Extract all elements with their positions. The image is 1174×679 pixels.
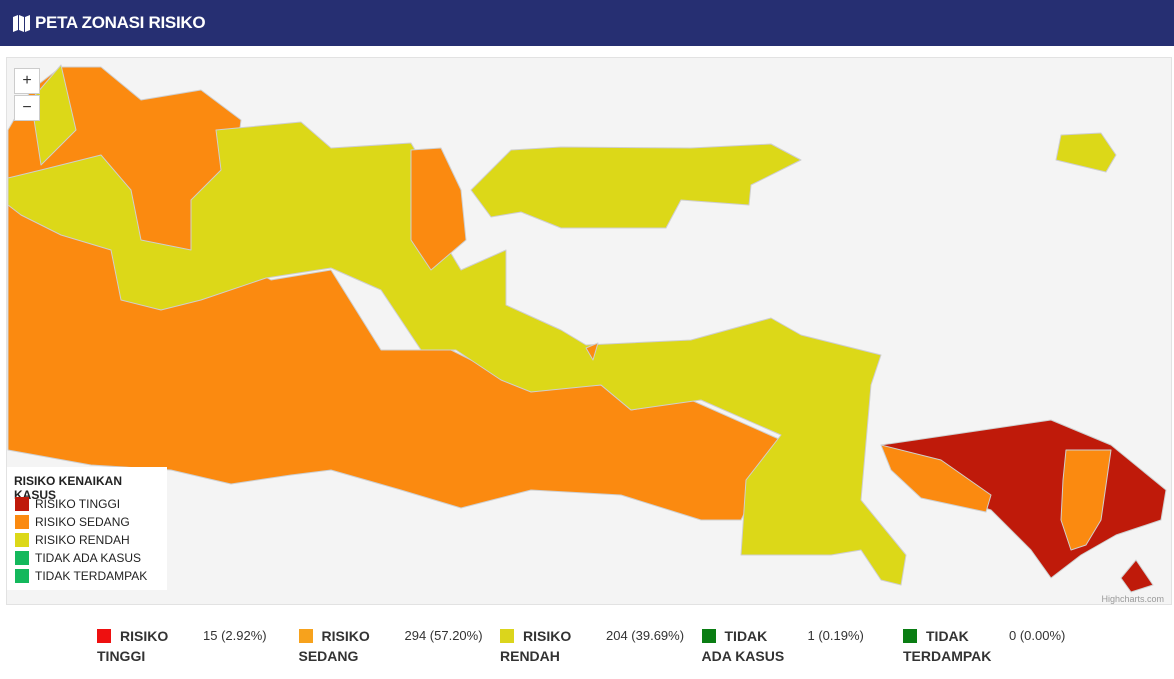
map	[7, 64, 1167, 593]
summary-name: RISIKO RENDAH	[500, 628, 572, 664]
legend-label: RISIKO SEDANG	[35, 515, 130, 529]
legend-item[interactable]: RISIKO SEDANG	[15, 515, 130, 529]
region	[1120, 559, 1154, 593]
region	[1055, 132, 1117, 173]
summary-value: 294 (57.20%)	[404, 628, 483, 643]
map-icon	[13, 15, 30, 32]
zoom-out[interactable]: −	[14, 95, 40, 121]
summary-swatch	[701, 629, 716, 643]
summary-swatch	[500, 629, 514, 643]
legend-item[interactable]: TIDAK TERDAMPAK	[15, 569, 147, 583]
summary-swatch	[97, 629, 111, 643]
summary-value: 15 (2.92%)	[203, 628, 267, 643]
summary-value: 1 (0.19%)	[807, 628, 864, 643]
legend-item[interactable]: RISIKO RENDAH	[15, 533, 130, 547]
region	[470, 143, 802, 229]
legend-swatch	[15, 551, 29, 565]
credits[interactable]: Highcharts.com	[1101, 594, 1164, 604]
legend-label: RISIKO TINGGI	[35, 497, 121, 511]
region	[7, 121, 907, 586]
summary-swatch	[298, 629, 313, 643]
map-area: + −	[6, 57, 1172, 605]
legend-label: TIDAK TERDAMPAK	[35, 569, 148, 583]
summary-name: RISIKO TINGGI	[97, 628, 169, 664]
header-title: PETA ZONASI RISIKO	[35, 13, 206, 32]
region	[410, 147, 467, 271]
legend-label: RISIKO RENDAH	[35, 533, 130, 547]
summary-value: 0 (0.00%)	[1009, 628, 1066, 643]
header: PETA ZONASI RISIKO	[0, 0, 1174, 46]
legend-label: TIDAK ADA KASUS	[35, 551, 142, 565]
legend-swatch	[15, 515, 29, 529]
region	[30, 64, 77, 166]
legend-swatch	[15, 569, 29, 583]
region	[880, 444, 992, 513]
legend-item[interactable]: TIDAK ADA KASUS	[15, 551, 141, 565]
summary-value: 204 (39.69%)	[606, 628, 685, 643]
legend-swatch	[15, 497, 29, 511]
legend-item[interactable]: RISIKO TINGGI	[15, 497, 120, 511]
summary-swatch	[903, 629, 917, 643]
summary-name: TIDAK ADA KASUS	[701, 628, 785, 664]
legend: RISIKO KENAIKAN KASUS RISIKO TINGGI RISIK…	[7, 467, 167, 590]
legend-swatch	[15, 533, 29, 547]
region	[1060, 449, 1112, 551]
summary-name: TIDAK TERDAMPAK	[903, 628, 992, 664]
summary-name: RISIKO SEDANG	[298, 628, 370, 664]
zoom-in[interactable]: +	[14, 68, 40, 94]
region	[585, 342, 599, 361]
